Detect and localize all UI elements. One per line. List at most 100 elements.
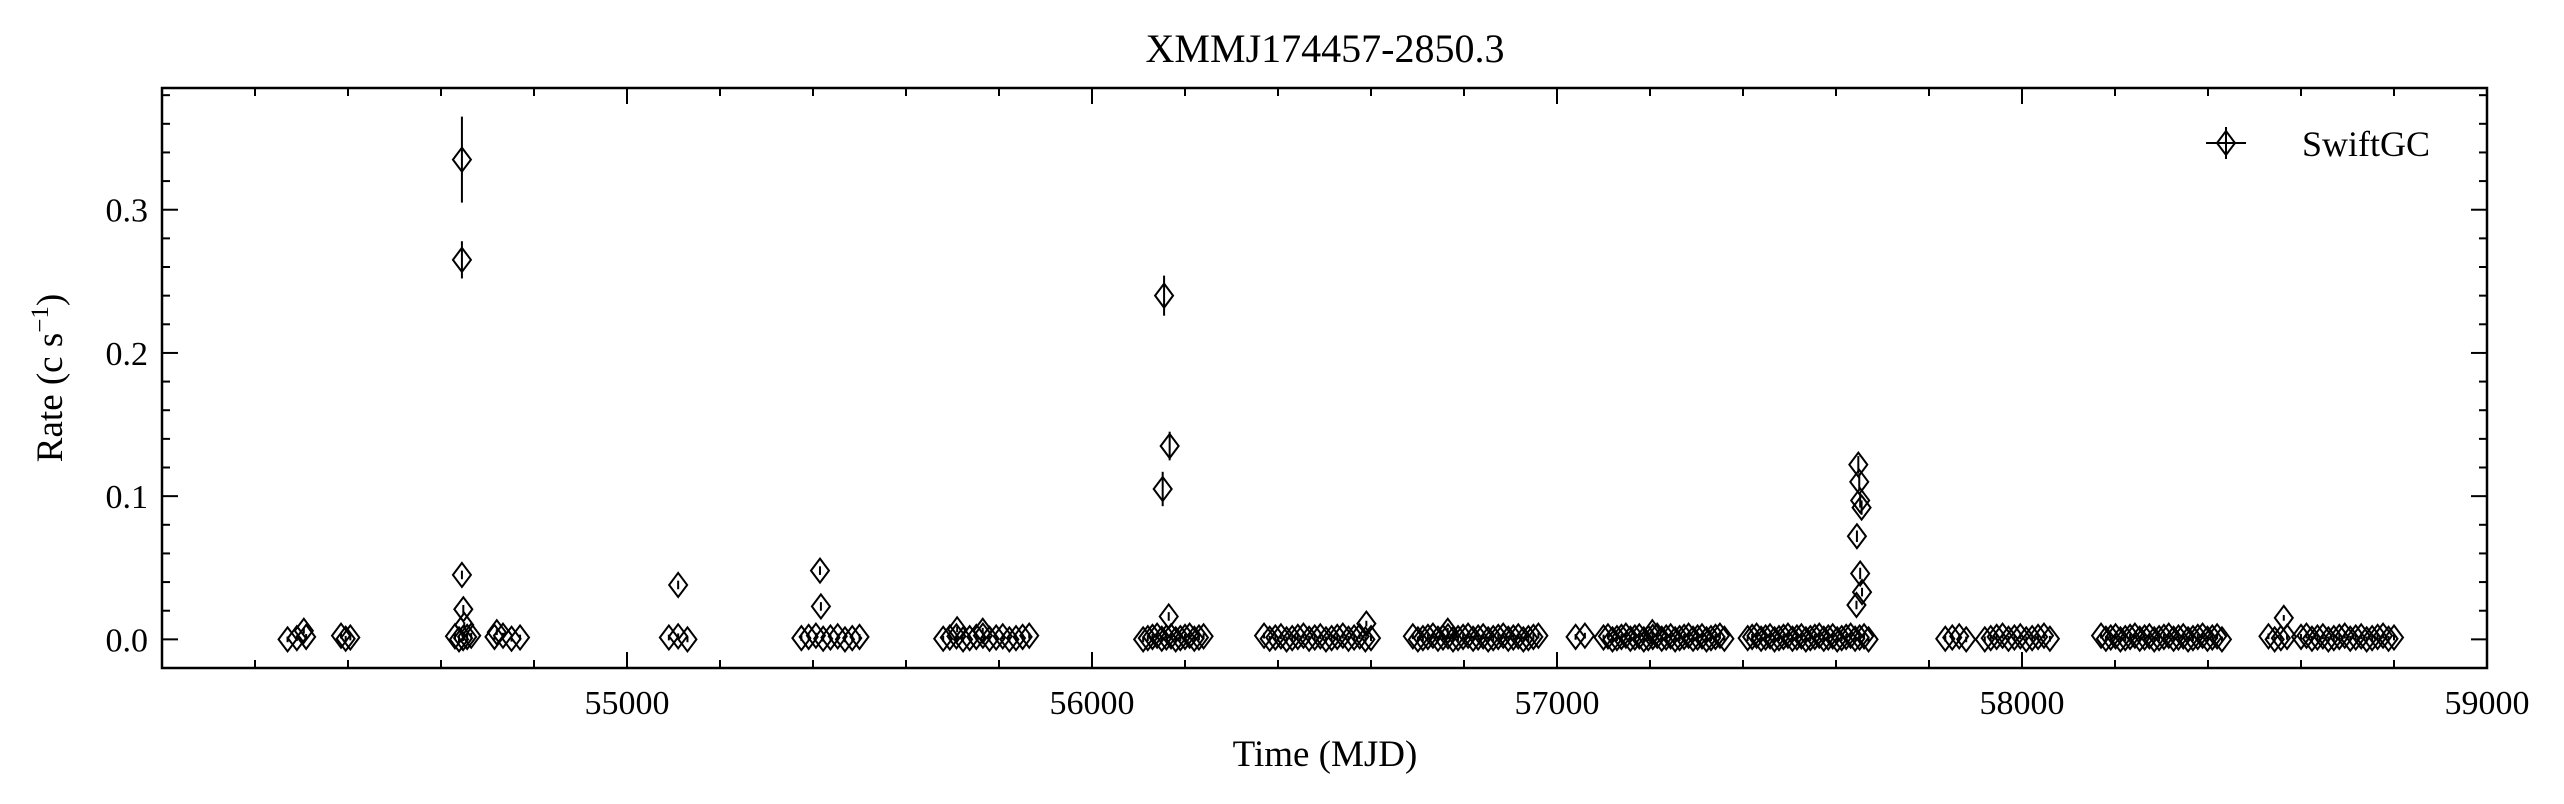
diamond-marker: [1831, 624, 1852, 652]
diamond-marker: [1849, 486, 1871, 515]
data-point: [1356, 609, 1377, 638]
tick-labels: 55000 56000 57000 58000 59000 0.0 0.1 0.2 0.3: [106, 193, 2530, 722]
axis-ticks: [162, 88, 2487, 668]
diamond-marker: [1822, 622, 1843, 650]
data-point: [2383, 623, 2405, 652]
diamond-marker: [1858, 625, 1879, 654]
diamond-marker: [509, 623, 531, 652]
diamond-marker: [1840, 622, 1861, 650]
diamond-marker: [1629, 622, 1650, 650]
data-point: [1152, 471, 1173, 507]
y-axis-label: Rate (c s−1): [27, 294, 71, 462]
diamond-marker: [2258, 622, 2279, 650]
diamond-marker: [1018, 622, 1040, 650]
diamond-marker: [827, 622, 848, 650]
diamond-marker: [1660, 622, 1681, 650]
diamond-marker: [992, 622, 1014, 650]
y-tick-label: 0.2: [106, 336, 149, 373]
diamond-marker: [1184, 625, 1205, 653]
data-point: [1851, 578, 1873, 606]
diamond-marker: [805, 622, 827, 650]
diamond-marker: [1826, 625, 1848, 654]
diamond-marker: [451, 145, 473, 174]
diamond-marker: [1700, 624, 1722, 652]
diamond-marker: [2197, 625, 2218, 653]
x-tick-label: 57000: [1515, 685, 1600, 722]
data-point: [1846, 591, 1867, 619]
diamond-marker: [1633, 625, 1655, 654]
diamond-marker: [1193, 622, 1214, 650]
data-point: [2276, 623, 2298, 651]
legend-label-swiftgc: SwiftGC: [2302, 124, 2430, 164]
diamond-marker: [1782, 625, 1803, 653]
data-point: [453, 595, 474, 623]
diamond-marker: [1849, 559, 1871, 588]
diamond-marker: [1597, 622, 1619, 650]
diamond-marker: [1151, 625, 1172, 653]
diamond-marker: [1691, 622, 1713, 650]
data-point: [1360, 624, 1382, 652]
diamond-marker: [849, 623, 870, 651]
x-tick-label: 59000: [2445, 685, 2530, 722]
data-point: [810, 592, 832, 621]
diamond-marker: [1818, 623, 1839, 652]
diamond-marker: [677, 625, 698, 654]
x-axis-label: Time (MJD): [1233, 734, 1418, 775]
diamond-marker: [1678, 622, 1699, 650]
diamond-marker: [2033, 622, 2055, 650]
data-point: [1849, 486, 1871, 515]
diamond-marker: [1565, 623, 1586, 651]
data-point: [1528, 622, 1549, 650]
diamond-marker: [1800, 624, 1821, 652]
diamond-marker: [453, 595, 474, 623]
diamond-marker: [1696, 625, 1717, 654]
data-point: [2273, 604, 2295, 632]
y-axis-label-sup: −1: [27, 306, 54, 333]
diamond-marker: [1593, 623, 1614, 652]
diamond-marker: [1188, 623, 1210, 652]
diamond-marker: [448, 625, 470, 654]
diamond-marker: [1655, 623, 1677, 652]
diamond-marker: [1687, 623, 1708, 652]
diamond-marker: [1638, 624, 1659, 652]
diamond-marker: [1813, 625, 1835, 653]
diamond-marker: [1606, 624, 1628, 652]
diamond-marker: [1746, 622, 1767, 650]
data-point: [1955, 625, 1977, 654]
diamond-marker: [1642, 623, 1664, 651]
data-point: [1849, 559, 1871, 588]
data-point: [1158, 602, 1179, 631]
diamond-marker: [484, 623, 505, 651]
diamond-marker: [1786, 623, 1808, 652]
diamond-marker: [798, 623, 819, 651]
diamond-marker: [1777, 622, 1799, 650]
diamond-marker: [2163, 625, 2184, 653]
diamond-marker: [2383, 623, 2405, 652]
data-point: [2039, 625, 2061, 653]
y-tick-label: 0.3: [106, 193, 149, 230]
data-point: [849, 623, 870, 651]
data-point: [1193, 622, 1214, 650]
diamond-marker: [1137, 624, 1159, 652]
diamond-marker: [1844, 625, 1866, 653]
data-point: [1159, 431, 1180, 461]
data-point: [1714, 625, 1735, 653]
diamond-marker: [1846, 591, 1867, 619]
diamond-marker: [1602, 625, 1623, 654]
diamond-marker: [451, 246, 473, 274]
diamond-marker: [1682, 625, 1704, 653]
plot-frame: [160, 86, 2489, 670]
y-tick-label: 0.1: [106, 479, 149, 516]
diamond-marker: [1846, 522, 1868, 550]
diamond-marker: [1809, 622, 1830, 650]
diamond-marker: [452, 624, 474, 652]
diamond-marker: [2211, 625, 2233, 654]
diamond-marker: [1574, 622, 1596, 650]
data-point: [1851, 493, 1872, 522]
diamond-marker: [1160, 622, 1182, 650]
data-point: [1848, 450, 1869, 479]
diamond-marker: [667, 571, 689, 599]
diamond-marker: [1624, 623, 1646, 652]
diamond-marker: [1170, 624, 1191, 652]
data-point: [451, 561, 473, 589]
